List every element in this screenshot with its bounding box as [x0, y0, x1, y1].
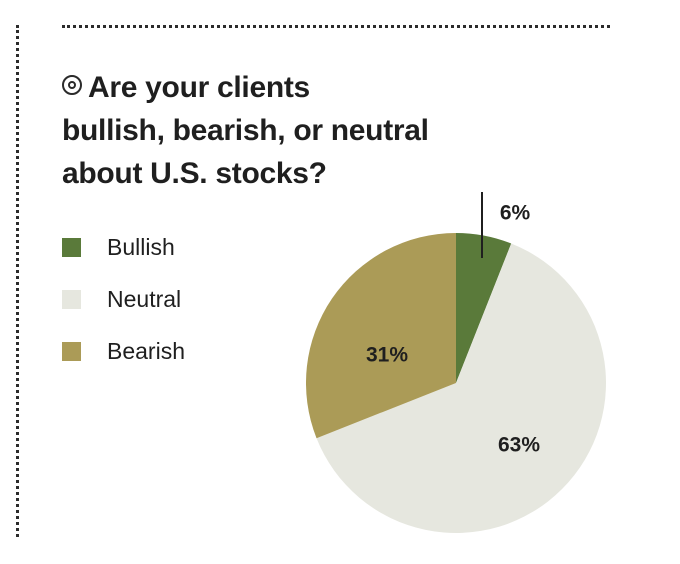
data-label-bullish: 6% — [500, 202, 531, 225]
legend-swatch-bearish — [62, 342, 81, 361]
pie-slice-bearish — [305, 232, 456, 439]
data-label-bearish: 31% — [366, 344, 408, 367]
title-line-3: about U.S. stocks? — [62, 157, 327, 190]
title-line-2: bullish, bearish, or neutral — [62, 114, 429, 147]
legend-swatch-neutral — [62, 290, 81, 309]
top-dotted-divider — [62, 25, 610, 28]
title-line-1: Are your clients — [88, 71, 310, 104]
data-label-neutral: 63% — [498, 434, 540, 457]
legend-label-bearish: Bearish — [107, 338, 185, 364]
legend-swatch-bullish — [62, 238, 81, 257]
target-icon — [62, 75, 82, 95]
pie-slice-bullish — [456, 233, 512, 383]
legend-label-bullish: Bullish — [107, 234, 175, 260]
legend-label-neutral: Neutral — [107, 286, 182, 312]
chart-title: Are your clients bullish, bearish, or neu… — [62, 66, 532, 195]
pie-slice-neutral — [316, 243, 606, 533]
left-dotted-divider — [16, 25, 19, 537]
